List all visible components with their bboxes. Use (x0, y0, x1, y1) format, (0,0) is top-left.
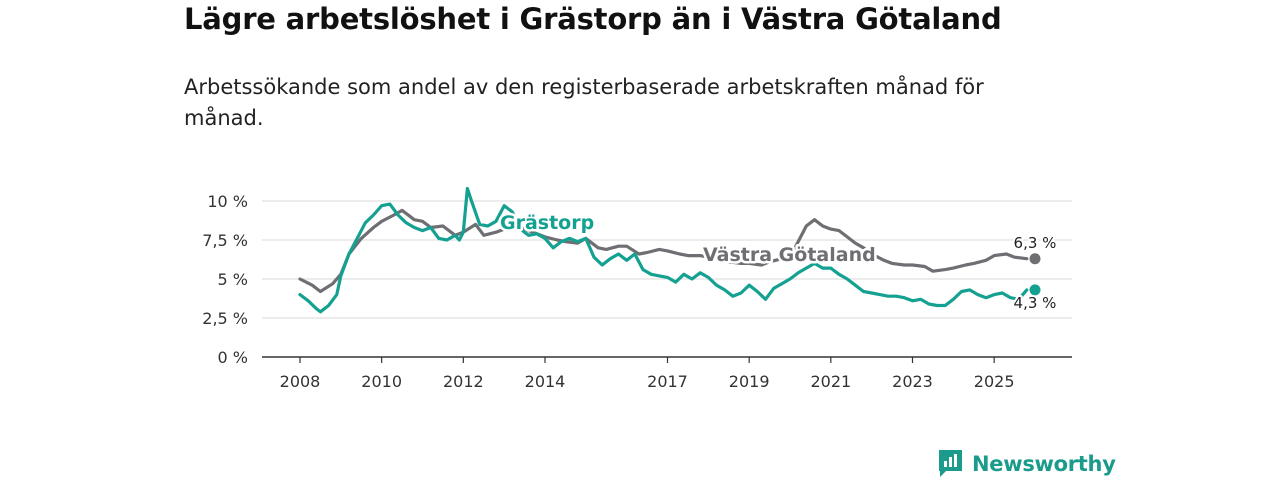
x-tick-label: 2023 (892, 372, 933, 391)
vastra-gotaland-line (298, 208, 1029, 294)
x-tick-label: 2008 (280, 372, 321, 391)
grastorp-line (298, 186, 1029, 314)
newsworthy-logo-icon (939, 450, 962, 477)
vastra-gotaland-end-value: 6,3 % (1014, 234, 1057, 252)
x-tick-label: 2017 (647, 372, 688, 391)
y-tick-label: 0 % (218, 348, 248, 367)
vastra-gotaland-series-label: Västra Götaland (703, 244, 876, 266)
x-axis-ticks: 2008 2010 2012 2014 2017 2019 2021 2023 2025 (280, 357, 1015, 391)
newsworthy-logo: Newsworthy (937, 448, 1116, 479)
grastorp-end-value: 4,3 % (1014, 294, 1057, 312)
series (298, 186, 1041, 314)
x-tick-label: 2012 (443, 372, 484, 391)
chart-title: Lägre arbetslöshet i Grästorp än i Västr… (184, 2, 1002, 36)
y-tick-label: 5 % (218, 270, 248, 289)
series-labels: Grästorp Västra Götaland 6,3 % 4,3 % (498, 210, 1059, 315)
y-tick-label: 10 % (207, 192, 248, 211)
line-chart: 0 % 2,5 % 5 % 7,5 % 10 % 2008 2010 2012 2014 201… (202, 186, 1072, 391)
x-tick-label: 2019 (729, 372, 770, 391)
x-tick-label: 2014 (525, 372, 566, 391)
y-tick-label: 2,5 % (202, 309, 248, 328)
grid-lines (262, 200, 1072, 358)
chart-subtitle: Arbetssökande som andel av den registerb… (184, 75, 984, 130)
vastra-gotaland-end-point (1029, 253, 1041, 265)
grastorp-end-point (1029, 284, 1041, 296)
grastorp-series-label: Grästorp (500, 212, 594, 234)
x-tick-label: 2021 (810, 372, 851, 391)
x-tick-label: 2025 (974, 372, 1015, 391)
y-tick-label: 7,5 % (202, 231, 248, 250)
x-tick-label: 2010 (361, 372, 402, 391)
y-axis-ticks: 0 % 2,5 % 5 % 7,5 % 10 % (202, 192, 248, 367)
brand-name: Newsworthy (972, 451, 1116, 476)
